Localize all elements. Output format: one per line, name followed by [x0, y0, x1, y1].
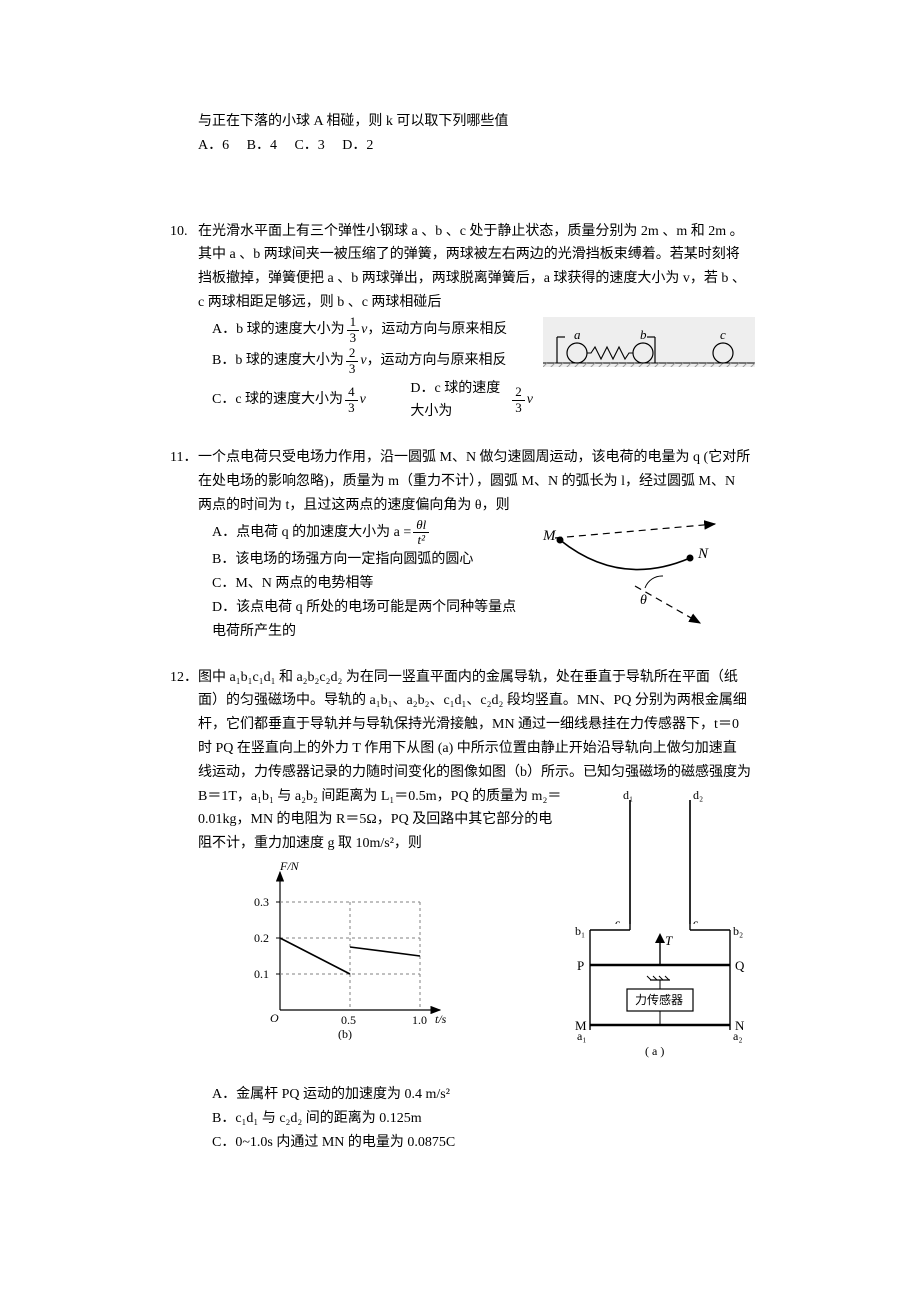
q11-label-theta: θ: [640, 593, 647, 608]
q10-fracC-tail: v: [360, 388, 366, 412]
q12a-T: T: [665, 933, 673, 948]
q12a-caption: ( a ): [645, 1044, 664, 1058]
q10-label-a: a: [574, 327, 581, 342]
q11-optA-den: t²: [413, 533, 429, 548]
q12b-xlabel: t/s: [435, 1012, 447, 1026]
q11-option-a: A．点电荷 q 的加速度大小为 a = θlt²: [212, 518, 525, 549]
q10-stem-l2: 其中 a 、b 两球间夹一被压缩了的弹簧，两球被左右两边的光滑挡板束缚着。若某时…: [198, 243, 755, 267]
q11-stem-l1: 一个点电荷只受电场力作用，沿一圆弧 M、N 做匀速圆周运动，该电荷的电量为 q …: [198, 446, 755, 470]
q12-stem-l2: 面）的匀强磁场中。导轨的 a₁b₁、a₂b₂、c₁d₁、c₂d₂ 段均竖直。MN…: [198, 689, 755, 713]
q10-fracC-den: 3: [345, 401, 358, 416]
q12a-sensor: 力传感器: [635, 992, 683, 1007]
q12-option-a: A．金属杆 PQ 运动的加速度为 0.4 m/s²: [212, 1083, 755, 1107]
q10-fracA-den: 3: [347, 331, 360, 346]
q10-fracD-tail: v: [527, 388, 533, 412]
q10-fracC-num: 4: [345, 385, 358, 401]
q12a-N: N: [735, 1018, 745, 1033]
q12-stem-l8: 阻不计，重力加速度 g 取 10m/s²，则: [198, 832, 565, 856]
q11-optA-num: θl: [413, 518, 429, 534]
q12b-origin: O: [270, 1011, 279, 1025]
q10-stem-l1: 在光滑水平面上有三个弹性小钢球 a 、b 、c 处于静止状态，质量分别为 2m …: [198, 220, 755, 244]
q10-optA-post: ，运动方向与原来相反: [367, 318, 507, 342]
q12b-yt3: 0.3: [254, 895, 269, 909]
q10-optA-pre: A．b 球的速度大小为: [212, 318, 345, 342]
q12a-b1: b₁: [575, 924, 585, 938]
q12-diagram-a: d₁ d₂ c₁ c₂ b₁ b₂: [565, 785, 755, 1074]
q10-option-cd: C．c 球的速度大小为 43 v D．c 球的速度大小为 23 v: [212, 377, 533, 425]
q12a-d2: d₂: [693, 788, 703, 802]
q12a-Q: Q: [735, 958, 745, 973]
q10-label-b: b: [640, 327, 647, 342]
q11-option-b: B．该电场的场强方向一定指向圆弧的圆心: [212, 548, 525, 572]
q12-number: 12．: [170, 666, 198, 690]
q12b-yt2: 0.2: [254, 931, 269, 945]
q10-fracA-num: 1: [347, 315, 360, 331]
q12-stem-l1: 图中 a₁b₁c₁d₁ 和 a₂b₂c₂d₂ 为在同一竖直平面内的金属导轨，处在…: [198, 666, 755, 690]
q10-optB-pre: B．b 球的速度大小为: [212, 349, 344, 373]
question-12: 12． 图中 a₁b₁c₁d₁ 和 a₂b₂c₂d₂ 为在同一竖直平面内的金属导…: [170, 666, 755, 1155]
q12a-M: M: [575, 1018, 587, 1033]
q12-stem-l4: 时 PQ 在竖直向上的外力 T 作用下从图 (a) 中所示位置由静止开始沿导轨向…: [198, 737, 755, 761]
q10-option-a: A．b 球的速度大小为 13 v ，运动方向与原来相反: [212, 315, 533, 346]
q10-optD-pre: D．c 球的速度大小为: [410, 377, 510, 425]
q11-option-d: D．该点电荷 q 所处的电场可能是两个同种等量点电荷所产生的: [212, 596, 525, 644]
question-11: 11． 一个点电荷只受电场力作用，沿一圆弧 M、N 做匀速圆周运动，该电荷的电量…: [170, 446, 755, 643]
question-9-cont: 与正在下落的小球 A 相碰，则 k 可以取下列哪些值 A．6 B．4 C．3 D…: [170, 110, 755, 158]
q9-options: A．6 B．4 C．3 D．2: [198, 134, 755, 158]
q12-chart-b: F/N t/s O 0.1 0.2 0.3: [240, 860, 565, 1049]
q11-option-c: C．M、N 两点的电势相等: [212, 572, 525, 596]
q11-label-M: M: [542, 528, 557, 544]
q12b-xt1: 0.5: [341, 1013, 356, 1027]
q10-figure: a b c: [543, 317, 755, 376]
q12a-d1: d₁: [623, 788, 633, 802]
q12-stem-l7: 0.01kg，MN 的电阻为 R＝5Ω，PQ 及回路中其它部分的电: [198, 808, 565, 832]
q10-fracD-den: 3: [512, 401, 525, 416]
q12b-xt2: 1.0: [412, 1013, 427, 1027]
q10-fracB-den: 3: [346, 362, 359, 377]
q11-optA-pre: A．点电荷 q 的加速度大小为 a =: [212, 521, 411, 545]
page: 与正在下落的小球 A 相碰，则 k 可以取下列哪些值 A．6 B．4 C．3 D…: [0, 0, 920, 1237]
q12a-P: P: [577, 958, 584, 973]
q12b-ylabel: F/N: [279, 860, 300, 873]
q12-stem-l3: 杆，它们都垂直于导轨并与导轨保持光滑接触，MN 通过一细线悬挂在力传感器下，t＝…: [198, 713, 755, 737]
q10-stem-l4: c 两球相距足够远，则 b 、c 两球相碰后: [198, 291, 755, 315]
q12b-caption: (b): [338, 1027, 352, 1040]
q10-optC-pre: C．c 球的速度大小为: [212, 388, 343, 412]
q10-fracB-num: 2: [346, 346, 359, 362]
question-10: 10. 在光滑水平面上有三个弹性小钢球 a 、b 、c 处于静止状态，质量分别为…: [170, 220, 755, 425]
q10-fracD-num: 2: [512, 385, 525, 401]
q12-stem-l6: B＝1T，a₁b₁ 与 a₂b₂ 间距离为 L₁＝0.5m，PQ 的质量为 m₂…: [198, 785, 565, 809]
q10-number: 10.: [170, 220, 198, 244]
q10-label-c: c: [720, 327, 726, 342]
q10-option-b: B．b 球的速度大小为 23 v ，运动方向与原来相反: [212, 346, 533, 377]
q12-stem-l5: 线运动，力传感器记录的力随时间变化的图像如图（b）所示。已知匀强磁场的磁感强度为: [198, 761, 755, 785]
q10-stem-l3: 挡板撤掉，弹簧便把 a 、b 两球弹出，两球脱离弹簧后，a 球获得的速度大小为 …: [198, 267, 755, 291]
q12b-yt1: 0.1: [254, 967, 269, 981]
q12a-b2: b₂: [733, 924, 743, 938]
q11-label-N: N: [697, 546, 709, 562]
q10-optB-post: ，运动方向与原来相反: [367, 349, 507, 373]
q11-stem-l3: 两点的时间为 t，且过这两点的速度偏向角为 θ，则: [198, 494, 755, 518]
q9-line1: 与正在下落的小球 A 相碰，则 k 可以取下列哪些值: [198, 110, 755, 134]
q11-number: 11．: [170, 446, 198, 470]
q11-figure: M N θ: [525, 518, 755, 644]
q11-stem-l2: 在处电场的影响忽略)，质量为 m（重力不计），圆弧 M、N 的弧长为 l，经过圆…: [198, 470, 755, 494]
q12-option-c: C．0~1.0s 内通过 MN 的电量为 0.0875C: [212, 1131, 755, 1155]
q12-option-b: B．c₁d₁ 与 c₂d₂ 间的距离为 0.125m: [212, 1107, 755, 1131]
